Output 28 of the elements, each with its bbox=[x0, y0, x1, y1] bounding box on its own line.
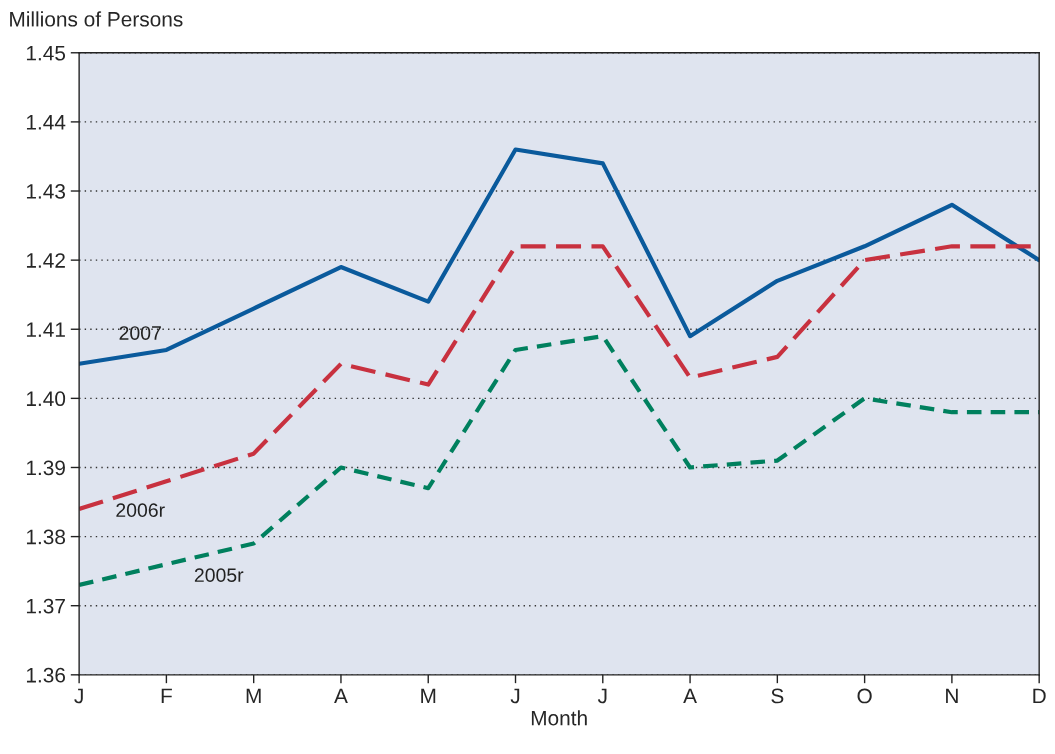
x-tick-label: O bbox=[857, 688, 872, 704]
x-tick-label: A bbox=[683, 688, 697, 704]
y-tick-label: 1.39 bbox=[26, 460, 65, 476]
y-tick-label: 1.38 bbox=[26, 529, 66, 545]
y-tick-label: 1.41 bbox=[26, 322, 65, 337]
x-tick-label: J bbox=[74, 688, 83, 704]
y-tick-label: 1.42 bbox=[26, 253, 65, 268]
y-tick-label: 1.36 bbox=[26, 667, 66, 683]
x-axis-title: Month bbox=[531, 710, 587, 726]
y-tick-label: 1.37 bbox=[26, 598, 65, 614]
y-axis-title: Millions of Persons bbox=[10, 11, 183, 27]
y-tick-label: 1.40 bbox=[26, 391, 66, 407]
series-label: 2005r bbox=[194, 568, 244, 583]
x-tick-label: A bbox=[334, 688, 348, 704]
x-tick-label: J bbox=[510, 688, 520, 704]
line-series bbox=[79, 147, 1040, 366]
x-tick-label: M bbox=[246, 688, 261, 704]
x-tick-label: D bbox=[1033, 688, 1046, 704]
x-tick-label: N bbox=[946, 688, 958, 704]
x-tick-label: M bbox=[421, 688, 436, 704]
x-tick-label: S bbox=[771, 688, 784, 704]
x-tick-label: F bbox=[161, 688, 172, 704]
series-label: 2007 bbox=[119, 326, 161, 340]
y-tick-label: 1.44 bbox=[26, 115, 66, 130]
series-label: 2006r bbox=[116, 503, 165, 518]
y-tick-label: 1.43 bbox=[26, 184, 66, 199]
x-tick-label: J bbox=[597, 688, 607, 704]
y-tick-label: 1.45 bbox=[26, 46, 66, 61]
